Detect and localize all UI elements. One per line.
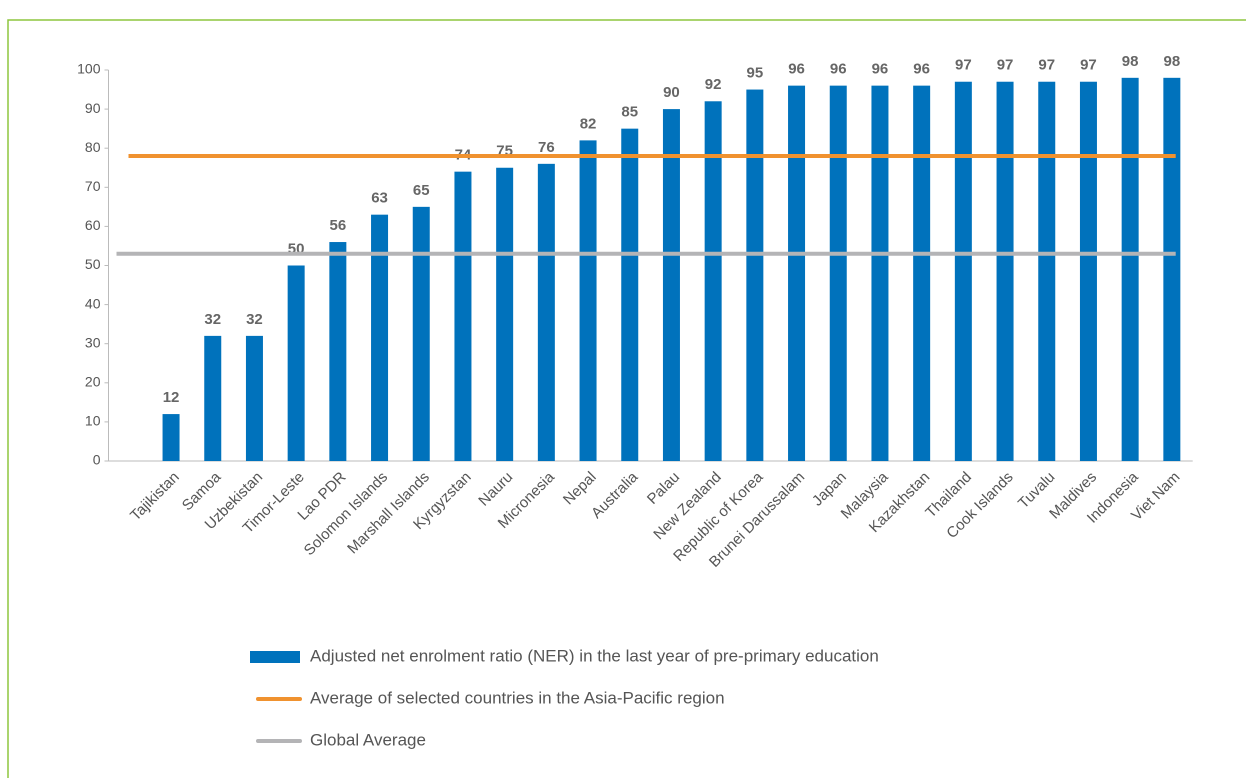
- y-tick-label: 70: [85, 178, 101, 194]
- y-tick-label: 50: [85, 256, 101, 272]
- data-label: 96: [913, 61, 930, 78]
- bar: [245, 335, 263, 461]
- bar: [329, 242, 347, 461]
- data-label: 63: [371, 190, 388, 207]
- data-label: 97: [955, 57, 972, 74]
- bar: [412, 206, 430, 461]
- data-label: 12: [163, 389, 180, 406]
- bar: [204, 335, 222, 461]
- data-label: 32: [246, 311, 263, 328]
- x-tick-label: Australia: [588, 468, 642, 522]
- bar: [788, 85, 806, 461]
- data-label: 82: [580, 115, 597, 132]
- data-label: 92: [705, 76, 722, 93]
- data-label: 85: [621, 104, 638, 121]
- y-tick-label: 40: [85, 295, 101, 311]
- bar: [621, 128, 639, 461]
- data-label: 65: [413, 182, 430, 199]
- bar: [496, 167, 514, 461]
- bar: [1079, 81, 1097, 461]
- bar: [662, 109, 680, 461]
- data-label: 96: [830, 61, 847, 78]
- data-label: 76: [538, 139, 555, 156]
- y-tick-label: 60: [85, 217, 101, 233]
- data-label: 32: [204, 311, 221, 328]
- data-label: 56: [330, 217, 347, 234]
- bar: [579, 140, 597, 461]
- y-tick-label: 0: [93, 452, 101, 468]
- bar: [913, 85, 931, 461]
- data-label: 96: [872, 61, 889, 78]
- data-label: 98: [1122, 53, 1139, 70]
- legend-label: Adjusted net enrolment ratio (NER) in th…: [310, 646, 879, 665]
- bar: [371, 214, 389, 461]
- bar: [1121, 77, 1139, 461]
- legend-swatch: [250, 651, 300, 663]
- bar: [746, 89, 764, 462]
- x-tick-label: Palau: [644, 469, 683, 508]
- bar: [704, 101, 722, 461]
- y-tick-label: 10: [85, 413, 101, 429]
- data-label: 90: [663, 84, 680, 101]
- bar: [996, 81, 1014, 461]
- y-tick-label: 30: [85, 334, 101, 350]
- bar: [829, 85, 847, 461]
- bar: [871, 85, 889, 461]
- bar: [954, 81, 972, 461]
- y-tick-label: 90: [85, 100, 101, 116]
- y-tick-label: 100: [77, 61, 101, 77]
- data-label: 97: [1080, 57, 1097, 74]
- data-label: 97: [1038, 57, 1055, 74]
- y-tick-label: 80: [85, 139, 101, 155]
- bar: [537, 163, 555, 461]
- bar: [162, 414, 180, 461]
- bar: [1163, 77, 1181, 461]
- legend-label: Global Average: [310, 730, 426, 749]
- data-label: 95: [747, 65, 764, 82]
- x-tick-label: Nepal: [560, 469, 600, 509]
- data-label: 97: [997, 57, 1014, 74]
- frame: [7, 19, 1246, 778]
- bar: [454, 171, 472, 461]
- legend-label: Average of selected countries in the Asi…: [310, 688, 725, 707]
- bar: [1038, 81, 1056, 461]
- data-label: 98: [1164, 53, 1181, 70]
- x-tick-label: Tajikistan: [127, 469, 183, 525]
- y-tick-label: 20: [85, 374, 101, 390]
- data-label: 96: [788, 61, 805, 78]
- bar: [287, 265, 305, 461]
